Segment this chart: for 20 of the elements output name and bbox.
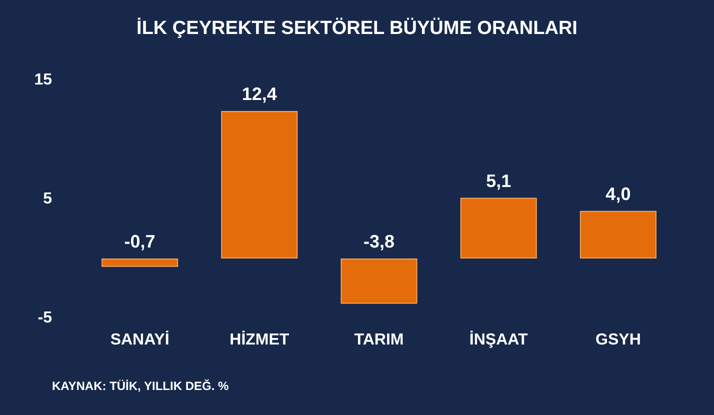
chart-title: İLK ÇEYREKTE SEKTÖREL BÜYÜME ORANLARI: [136, 17, 578, 39]
bar: [102, 258, 178, 267]
y-tick-label: 15: [34, 72, 52, 88]
x-tick-label: HİZMET: [230, 330, 290, 348]
y-tick-label: -5: [38, 310, 52, 326]
x-tick-label: SANAYİ: [110, 330, 170, 348]
bar: [460, 198, 537, 258]
data-label: 4,0: [606, 184, 631, 204]
data-label: 12,4: [242, 84, 277, 104]
data-label: -3,8: [363, 232, 395, 252]
data-label: -0,7: [124, 232, 156, 252]
data-label: 5,1: [486, 170, 512, 191]
bar: [580, 210, 656, 258]
y-tick-label: 5: [43, 190, 52, 208]
bar: [221, 110, 298, 258]
bar: [340, 258, 418, 304]
x-tick-label: GSYH: [596, 332, 641, 348]
x-tick-label: TARIM: [354, 332, 404, 348]
text: KAYNAK: TÜİK, YILLIK DEĞ. %: [52, 379, 230, 393]
x-tick-label: İNŞAAT: [469, 330, 528, 348]
